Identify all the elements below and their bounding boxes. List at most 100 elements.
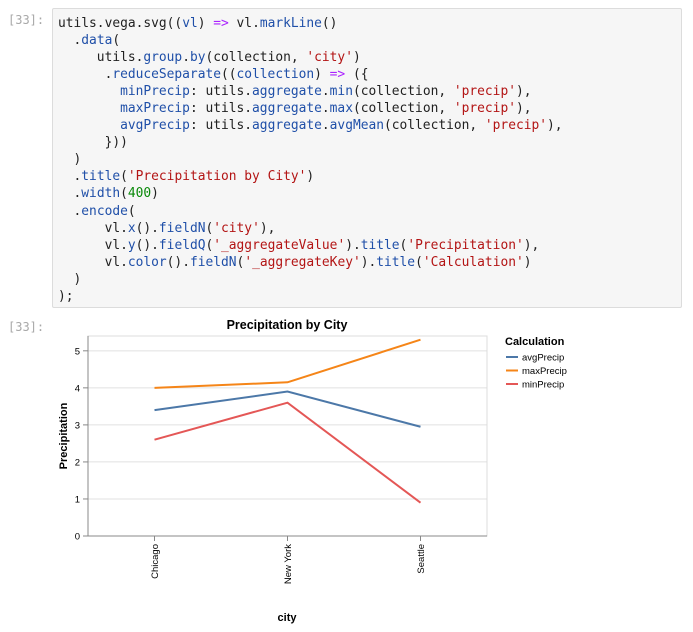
code-token: ) <box>352 50 361 66</box>
code-token: minPrecip <box>120 84 190 100</box>
code-token: encode <box>81 203 128 219</box>
legend-label: maxPrecip <box>522 366 567 377</box>
code-token: group <box>143 50 183 66</box>
code-token: title <box>81 169 121 185</box>
code-token: 400 <box>127 186 152 202</box>
code-token: ( <box>127 203 136 219</box>
code-token: ( <box>399 237 408 253</box>
code-token: (collection, <box>205 50 307 66</box>
code-token: 'precip' <box>484 118 547 134</box>
code-token: (). <box>135 237 159 253</box>
code-token: ) <box>58 271 82 287</box>
code-token: ( <box>120 186 128 202</box>
code-token: . <box>58 203 82 219</box>
x-tick-label: Chicago <box>150 544 161 579</box>
code-line: utils.vega.svg((vl) => vl.markLine() <box>58 15 563 32</box>
code-token: avgMean <box>329 118 384 134</box>
code-token: reduceSeparate <box>112 67 221 83</box>
code-token: (collection, <box>384 118 485 134</box>
code-token: ( <box>205 220 214 236</box>
input-prompt: [33]: <box>8 13 45 27</box>
code-token: vl. <box>58 237 128 253</box>
legend-title: Calculation <box>505 336 565 348</box>
code-token: (collection, <box>352 101 454 117</box>
code-token: aggregate <box>252 101 322 117</box>
code-token: ( <box>112 33 121 49</box>
code-token: vl. <box>58 220 128 236</box>
code-token: fieldN <box>158 220 206 236</box>
code-line: vl.x().fieldN('city'), <box>58 220 563 237</box>
code-token: markLine <box>259 16 322 31</box>
code-token: ) <box>523 254 532 270</box>
code-line: .title('Precipitation by City') <box>58 168 563 185</box>
code-token: (collection, <box>352 84 454 100</box>
code-token: by <box>189 50 206 66</box>
code-token: vl <box>182 16 198 31</box>
code-token: . <box>182 50 190 66</box>
code-token: ) <box>58 152 82 168</box>
chart-title: Precipitation by City <box>227 318 348 332</box>
code-input-cell[interactable]: utils.vega.svg((vl) => vl.markLine() .da… <box>52 8 682 308</box>
code-token: 'Precipitation' <box>407 237 524 253</box>
code-token: y <box>127 237 136 253</box>
legend-label: minPrecip <box>522 380 564 391</box>
y-tick-label: 0 <box>75 532 80 543</box>
legend-label: avgPrecip <box>522 353 564 364</box>
y-tick-label: 5 <box>75 346 80 357</box>
code-line: ) <box>58 151 563 168</box>
code-line: })) <box>58 134 563 151</box>
y-tick-label: 2 <box>75 457 80 468</box>
code-token: title <box>376 254 416 270</box>
code-token: fieldQ <box>158 237 206 253</box>
code-line: vl.color().fieldN('_aggregateKey').title… <box>58 254 563 271</box>
code-token: '_aggregateKey' <box>244 254 361 270</box>
y-tick-label: 4 <box>75 383 80 394</box>
code-token: ). <box>345 237 361 253</box>
code-token: utils. <box>58 50 144 66</box>
code-token: })) <box>58 135 128 151</box>
series-line-avgPrecip <box>154 390 421 428</box>
plot-frame <box>87 335 488 537</box>
code-line: ) <box>58 271 563 288</box>
code-line: .encode( <box>58 203 563 220</box>
code-token: ); <box>58 288 74 304</box>
code-token: 'city' <box>306 50 353 66</box>
code-token: '_aggregateValue' <box>213 237 346 253</box>
code-token: min <box>329 84 353 100</box>
code-token: . <box>321 118 330 134</box>
code-token: . <box>58 186 82 202</box>
code-token: vl. <box>228 16 260 31</box>
code-token: aggregate <box>252 84 322 100</box>
code-line: maxPrecip: utils.aggregate.max(collectio… <box>58 100 563 117</box>
y-tick-label: 1 <box>75 494 80 505</box>
code-token: => <box>213 16 229 31</box>
code-line: .data( <box>58 32 563 49</box>
code-token: . <box>321 84 330 100</box>
code-token: . <box>321 101 330 117</box>
chart-grid <box>87 335 488 537</box>
code-token: : utils. <box>189 101 253 117</box>
code-token: 'city' <box>213 220 260 236</box>
code-token: color <box>127 254 167 270</box>
code-line: .reduceSeparate((collection) => ({ <box>58 66 563 83</box>
code-token: ) <box>306 169 315 185</box>
code-token: maxPrecip <box>120 101 190 117</box>
code-token: => <box>329 67 346 83</box>
code-token: ), <box>523 237 540 253</box>
code-line: .width(400) <box>58 185 563 202</box>
chart-axes: 0 1 2 3 4 5 Chicago New York Seattle <box>75 336 487 584</box>
code-token: 'Calculation' <box>422 254 524 270</box>
x-tick-label: Seattle <box>416 544 427 574</box>
code-token: data <box>81 33 113 49</box>
code-token: 'precip' <box>453 84 516 100</box>
code-token: (). <box>135 220 159 236</box>
x-tick-label: New York <box>283 544 294 584</box>
code-line: minPrecip: utils.aggregate.min(collectio… <box>58 83 563 100</box>
code-editor[interactable]: utils.vega.svg((vl) => vl.markLine() .da… <box>58 15 563 305</box>
y-tick-label: 3 <box>75 420 80 431</box>
code-token: . <box>58 169 82 185</box>
code-token: 'precip' <box>453 101 516 117</box>
code-token: fieldN <box>189 254 237 270</box>
code-line: utils.group.by(collection, 'city') <box>58 49 563 66</box>
